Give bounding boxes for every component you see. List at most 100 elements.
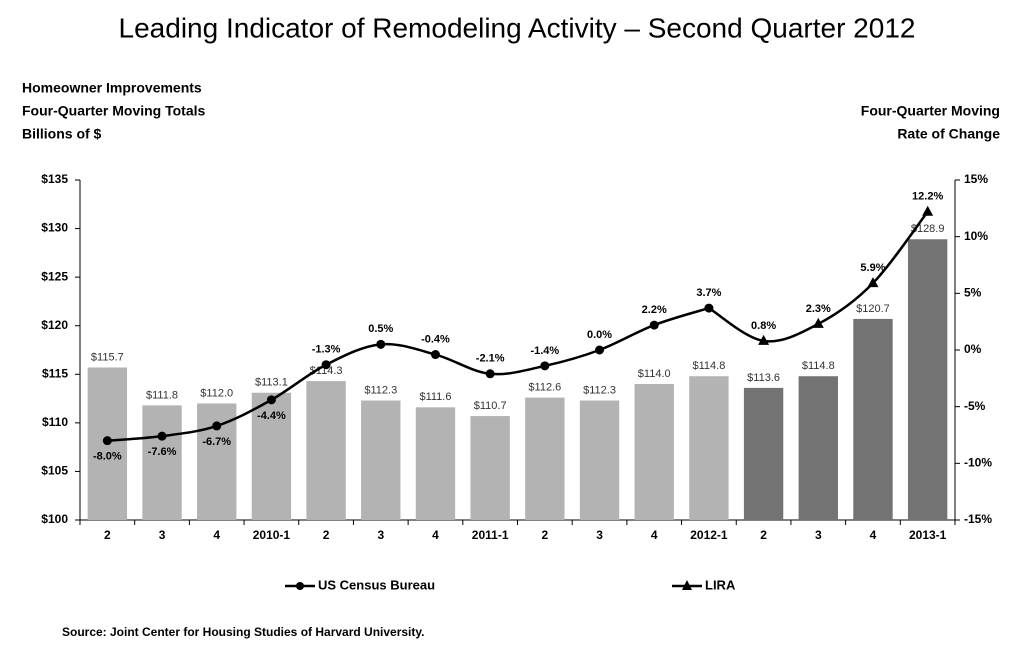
- y-tick-label: $125: [41, 269, 68, 283]
- line-marker: [595, 345, 605, 355]
- y-tick-label: $115: [42, 366, 68, 380]
- bar: [743, 387, 784, 520]
- line-value-label: -0.4%: [421, 333, 450, 345]
- bar-value-label: $114.8: [692, 360, 725, 372]
- x-tick-label: 4: [432, 528, 439, 542]
- bar-value-label: $128.9: [911, 223, 945, 235]
- bar-value-label: $110.7: [474, 400, 507, 412]
- line-marker: [758, 334, 770, 345]
- bar: [579, 400, 620, 520]
- y2-tick-label: -5%: [964, 399, 986, 413]
- bar: [306, 381, 346, 520]
- y-axis-label: Billions of $: [22, 126, 102, 142]
- bar: [689, 376, 729, 520]
- line-value-label: -4.4%: [257, 410, 286, 422]
- bar: [361, 400, 401, 520]
- bar-value-label: $114.8: [802, 360, 835, 372]
- x-tick-label: 4: [213, 528, 220, 542]
- line-marker: [157, 431, 167, 441]
- x-tick-label: 3: [159, 528, 166, 542]
- bar-value-label: $113.1: [255, 377, 288, 389]
- bar: [142, 405, 182, 520]
- y2-tick-label: 15%: [964, 172, 988, 186]
- legend-marker: [682, 580, 692, 590]
- bar-value-label: $112.3: [364, 384, 397, 396]
- bar-value-label: $120.7: [856, 303, 890, 315]
- line-marker: [266, 395, 276, 405]
- y-tick-label: $135: [41, 172, 68, 186]
- y2-tick-label: -10%: [964, 456, 992, 470]
- line-value-label: -1.3%: [312, 344, 341, 356]
- line-value-label: -8.0%: [93, 451, 122, 463]
- x-tick-label: 2010-1: [253, 528, 291, 542]
- bar: [251, 392, 292, 520]
- bar: [525, 397, 565, 520]
- x-tick-label: 3: [815, 528, 822, 542]
- bar-value-label: $111.6: [419, 391, 451, 403]
- chart-title: Leading Indicator of Remodeling Activity…: [119, 12, 916, 43]
- y2-axis-label: Rate of Change: [897, 126, 1000, 142]
- x-tick-label: 2: [760, 528, 767, 542]
- line-value-label: -2.1%: [476, 353, 505, 365]
- line-value-label: 0.8%: [751, 320, 776, 332]
- x-tick-label: 2011-1: [472, 528, 509, 542]
- y-axis-label: Homeowner Improvements: [22, 80, 202, 96]
- bar-value-label: $113.6: [747, 372, 780, 384]
- line-value-label: 3.7%: [696, 287, 721, 299]
- line-marker: [922, 205, 934, 216]
- line-value-label: 5.9%: [860, 262, 885, 274]
- y2-tick-label: 10%: [964, 229, 988, 243]
- y-tick-label: $130: [41, 221, 68, 235]
- line-marker: [321, 360, 331, 370]
- x-tick-label: 4: [651, 528, 658, 542]
- legend-label: US Census Bureau: [318, 577, 435, 592]
- bar: [853, 318, 893, 520]
- x-tick-label: 4: [870, 528, 877, 542]
- bar-value-label: $112.6: [528, 382, 561, 394]
- y-tick-label: $120: [41, 318, 68, 332]
- legend-label: LIRA: [705, 577, 736, 592]
- source-note: Source: Joint Center for Housing Studies…: [62, 625, 425, 639]
- line-marker: [812, 317, 824, 328]
- line-value-label: 0.5%: [368, 323, 393, 335]
- line-marker: [376, 339, 386, 349]
- x-tick-label: 2013-1: [909, 528, 947, 542]
- x-tick-label: 2: [323, 528, 330, 542]
- y2-tick-label: -15%: [964, 512, 992, 526]
- line-marker: [485, 369, 495, 379]
- y-tick-label: $100: [41, 512, 68, 526]
- x-tick-label: 3: [596, 528, 603, 542]
- y-tick-label: $110: [42, 415, 68, 429]
- line-value-label: 2.3%: [806, 303, 831, 315]
- bar: [415, 407, 456, 520]
- y2-axis-label: Four-Quarter Moving: [861, 103, 1000, 119]
- bar-value-label: $112.0: [200, 387, 233, 399]
- line-marker: [540, 361, 550, 371]
- line-marker: [704, 303, 714, 313]
- line-value-label: 2.2%: [642, 304, 667, 316]
- line-marker: [649, 320, 659, 330]
- x-tick-label: 2: [542, 528, 549, 542]
- bar: [634, 384, 674, 520]
- line-marker: [212, 421, 222, 431]
- bar: [798, 376, 838, 520]
- bar-value-label: $111.8: [146, 389, 178, 401]
- y2-tick-label: 5%: [964, 286, 982, 300]
- y-axis-label: Four-Quarter Moving Totals: [22, 103, 206, 119]
- line-value-label: 12.2%: [912, 191, 943, 203]
- bar-value-label: $115.7: [91, 351, 124, 363]
- line-marker: [867, 277, 879, 288]
- line-value-label: -6.7%: [202, 436, 231, 448]
- bar-value-label: $112.3: [583, 384, 616, 396]
- line-marker: [430, 350, 440, 360]
- line-marker: [102, 436, 112, 446]
- bar: [470, 416, 510, 520]
- y-tick-label: $105: [41, 464, 68, 478]
- bar-value-label: $114.0: [638, 368, 671, 380]
- y2-tick-label: 0%: [964, 342, 982, 356]
- line-value-label: 0.0%: [587, 329, 612, 341]
- line-value-label: -1.4%: [530, 345, 559, 357]
- x-tick-label: 2012-1: [690, 528, 728, 542]
- bar: [907, 239, 948, 520]
